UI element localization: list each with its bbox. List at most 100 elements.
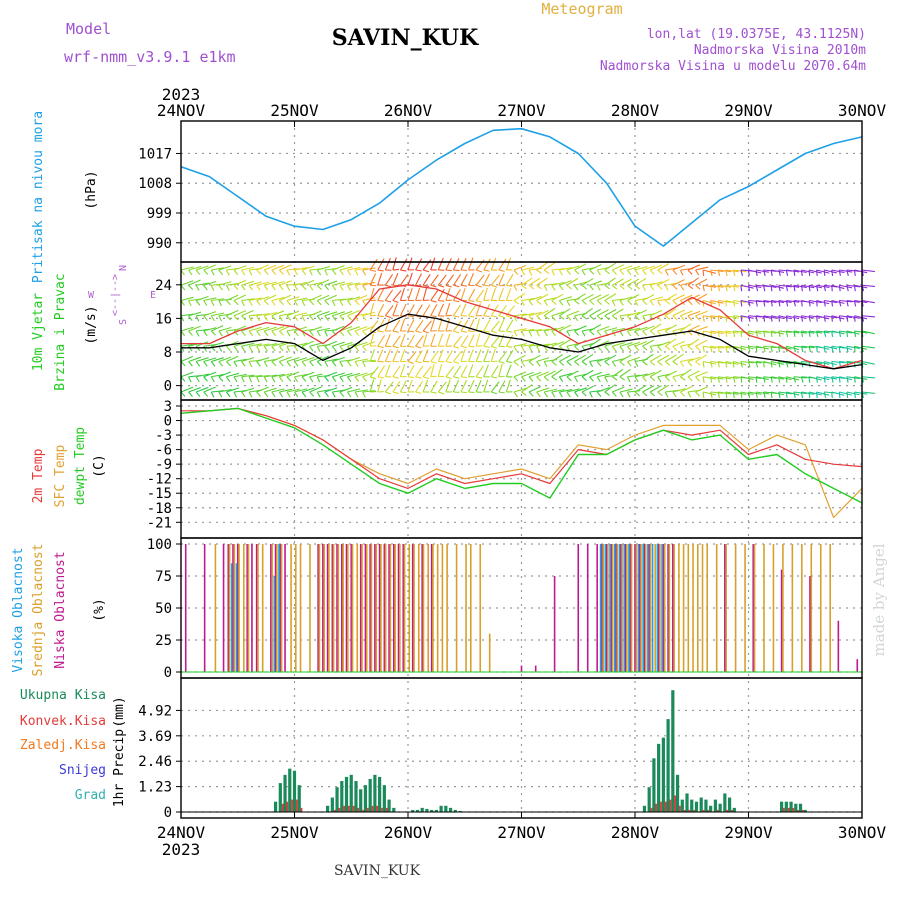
wind-barb — [180, 280, 194, 286]
wind-barb — [468, 334, 475, 347]
wind-barb — [324, 311, 338, 317]
wind-barb — [468, 304, 477, 317]
wind-barb — [445, 366, 455, 378]
wind-barb — [452, 379, 460, 393]
wind-barb-flag — [672, 361, 679, 366]
wind-barb — [248, 326, 262, 332]
wind-barb-flag — [491, 284, 498, 288]
wind-barb-flag — [513, 300, 520, 305]
wind-barb — [211, 312, 225, 317]
wind-barb-flag — [430, 375, 437, 378]
wind-barb — [581, 369, 594, 378]
wind-barb-flag — [294, 315, 299, 322]
wind-barb-flag — [188, 330, 193, 336]
wind-barb — [718, 299, 732, 303]
wind-barb — [475, 289, 485, 301]
wind-barb — [649, 309, 663, 317]
precip-conv-bar — [281, 803, 284, 812]
wind-barb-flag — [604, 376, 608, 383]
wind-barb — [695, 386, 708, 393]
precip-conv-bar — [352, 805, 355, 812]
wind-barb-flag — [589, 376, 594, 382]
wind-barb — [604, 354, 617, 362]
wind-barb-flag — [278, 391, 284, 398]
precip-conv-bar — [678, 805, 681, 812]
wind-barb-flag — [354, 300, 360, 306]
wind-barb — [483, 273, 491, 286]
wind-barb — [279, 356, 292, 363]
y-tick-label: 0 — [164, 805, 172, 821]
wind-barb-flag — [195, 391, 201, 397]
precip-total-bar — [727, 797, 732, 812]
precip-conv-bar — [716, 809, 719, 812]
wind-barb — [180, 326, 194, 332]
wind-barb-flag — [755, 376, 758, 383]
wind-barb — [460, 257, 467, 271]
wind-barb — [733, 315, 747, 318]
wind-barb — [301, 371, 315, 378]
wind-barb-flag — [717, 391, 720, 398]
y-tick-label: 8 — [164, 345, 172, 361]
precip-total-bar — [326, 805, 330, 812]
wind-barb-flag — [710, 361, 713, 368]
wind-barb — [551, 368, 563, 378]
wind-barb — [392, 365, 401, 378]
wind-barb — [362, 281, 376, 286]
wind-barb — [521, 312, 535, 317]
wind-barb — [180, 386, 194, 393]
wind-barb — [559, 324, 572, 332]
x-tick-label-top: 30NOV — [838, 101, 887, 120]
wind-barb-flag — [445, 269, 452, 272]
wind-barb — [725, 391, 739, 395]
wind-barb-flag — [430, 360, 437, 364]
wind-barb — [589, 308, 602, 317]
wind-barb-flag — [423, 299, 430, 302]
wind-barb — [824, 284, 838, 288]
wind-barb-flag — [543, 315, 550, 320]
wind-barb — [347, 356, 360, 363]
wind-barb-flag — [301, 300, 306, 307]
precip-conv-bar — [357, 807, 360, 812]
wind-barb-flag — [838, 330, 842, 337]
wind-barb — [536, 277, 548, 286]
y-tick-label: 2.46 — [138, 754, 172, 770]
wind-barb-flag — [558, 269, 563, 276]
wind-barb-flag — [210, 391, 215, 398]
wind-barb-flag — [468, 345, 475, 348]
wind-barb — [559, 354, 571, 362]
wind-barb-flag — [362, 345, 367, 352]
wind-barb-flag — [316, 300, 322, 306]
wind-barb — [771, 391, 785, 396]
wind-barb-flag — [506, 315, 513, 319]
wind-barb-flag — [316, 345, 321, 352]
wind-barb-flag — [596, 391, 602, 397]
wind-barb-flag — [241, 376, 245, 383]
wind-barb-flag — [566, 361, 572, 366]
wind-barb — [384, 381, 394, 393]
wind-barb-flag — [188, 361, 193, 367]
y-tick-label: -18 — [147, 501, 172, 517]
wind-barb-flag — [838, 376, 841, 383]
wind-barb-flag — [551, 391, 556, 398]
wind-barb-flag — [596, 330, 602, 336]
precip-total-bar — [652, 758, 656, 812]
wind-barb-flag — [732, 361, 735, 368]
wind-barb-flag — [362, 391, 366, 398]
wind-barb-flag — [778, 269, 781, 276]
wind-barb — [581, 353, 594, 362]
wind-barb-flag — [453, 269, 460, 272]
precip-total-bar — [709, 805, 713, 812]
wind-barb-flag — [248, 300, 253, 306]
wind-barb-flag — [626, 376, 631, 383]
wind-barb — [657, 263, 670, 271]
wind-barb — [362, 311, 376, 317]
wind-barb — [196, 373, 209, 378]
wind-barb — [256, 296, 270, 302]
wind-barb-flag — [800, 346, 804, 353]
precip-total-bar — [642, 805, 647, 812]
wind-barb-flag — [430, 284, 437, 288]
wind-barb — [445, 318, 451, 332]
wind-barb-flag — [702, 285, 705, 292]
wind-barb — [846, 345, 860, 349]
